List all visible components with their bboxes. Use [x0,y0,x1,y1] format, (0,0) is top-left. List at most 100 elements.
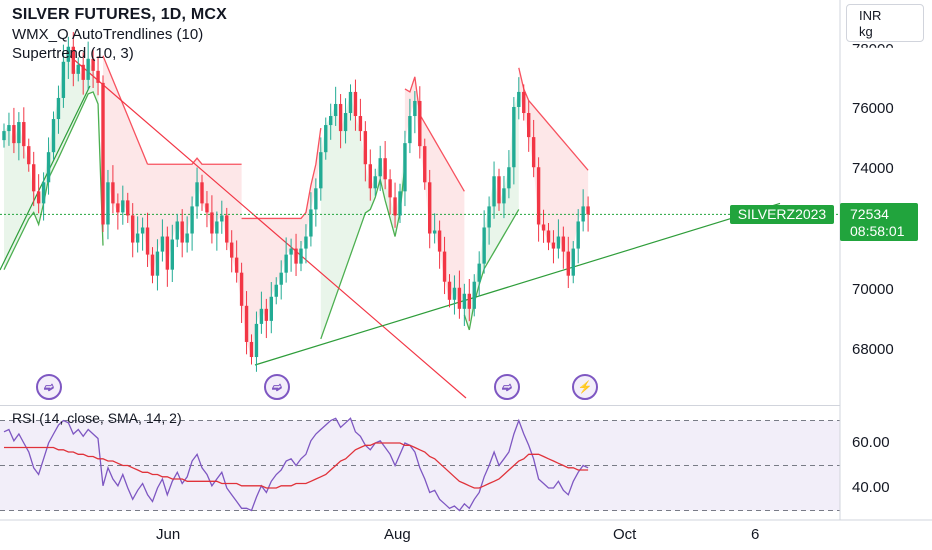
candle-up [314,188,318,210]
x-tick: Oct [613,526,637,543]
candle-up [333,103,338,117]
candle-down [393,197,397,216]
candle-down [447,281,452,300]
candle-up [319,152,323,189]
x-tick: Jun [156,526,181,543]
candle-down [437,230,442,252]
candle-up [46,152,51,183]
candle-up [284,254,288,273]
candle-up [76,64,80,74]
candle-layer [2,31,590,372]
candle-up [309,209,313,237]
candle-down [522,91,526,114]
candle-down [527,113,531,138]
pane-divider [0,405,840,406]
candle-down [96,70,100,83]
candle-up [452,287,457,300]
candle-down [225,215,229,243]
supertrend-up-line [320,164,406,340]
candle-up [56,97,61,120]
rsi-ma-line [4,442,589,489]
candle-down [230,242,234,258]
candle-down [239,272,244,306]
candle-down [383,158,387,180]
support-trendline [254,202,781,366]
rsi-indicator-label[interactable]: RSI (14, close, SMA, 14, 2) [12,410,182,426]
candle-down [531,137,536,168]
dividend-arrow-icon[interactable]: ➫ [264,374,290,400]
dividend-arrow-icon[interactable]: ➫ [36,374,62,400]
supertrend-fill [58,46,103,246]
supertrend-down-line [518,67,589,171]
candle-up [86,58,90,80]
price-tick: 74000 [852,160,894,177]
candle-up [581,206,585,222]
candle-down [497,176,501,204]
indicator-autotrendlines-label[interactable]: WMX_Q AutoTrendlines (10) [12,26,204,43]
candle-down [32,164,36,192]
price-tick-partial: 78000 [852,41,894,58]
supertrend-fill [518,67,589,276]
candle-up [259,308,264,324]
candle-down [418,100,422,147]
trendline-layer [0,52,840,399]
candle-down [234,257,239,273]
candle-down [536,167,541,225]
candle-up [2,131,6,141]
candle-down [457,287,462,309]
candle-up [289,248,293,255]
candle-up [66,46,71,62]
candle-up [517,91,521,107]
last-price-symbol-label: SILVERZ2023 [730,205,834,224]
candle-down [551,242,556,249]
candle-down [205,203,209,213]
currency-unit-button[interactable]: INR kg [846,4,924,42]
candle-down [442,251,447,282]
candle-down [12,125,16,144]
candle-up [61,61,66,98]
price-tick: 76000 [852,100,894,117]
last-price-value: 72534 [850,206,889,222]
candle-up [507,167,511,189]
candle-down [71,46,75,74]
candle-down [264,308,269,321]
candle-up [556,236,561,249]
candle-up [304,236,308,249]
candle-up [462,293,467,309]
candle-down [586,206,590,215]
unit-label: kg [859,24,873,39]
candle-down [338,103,343,132]
candle-up [254,323,259,358]
grid-layer [0,420,840,511]
candle-up [329,116,333,126]
candle-up [482,227,486,264]
supertrend-down-line [404,76,465,192]
last-price-label: 72534 08:58:01 [840,203,918,241]
indicator-supertrend-label[interactable]: Supertrend (10, 3) [12,45,134,62]
rsi-line [3,417,589,512]
candle-down [546,230,551,243]
bar-countdown: 08:58:01 [850,223,905,239]
x-tick: Aug [384,526,411,543]
supertrend-up-line [57,91,104,246]
candle-up [7,125,11,132]
candle-down [249,341,254,358]
candle-down [541,224,546,231]
earnings-bolt-icon[interactable]: ⚡ [572,374,598,400]
candle-down [180,221,184,243]
chart-title: SILVER FUTURES, 1D, MCX [12,6,227,23]
candle-up [571,248,575,276]
candle-down [101,82,105,225]
candle-down [244,305,249,342]
candle-up [170,239,174,270]
candle-up [472,281,476,309]
candle-down [428,182,432,234]
candle-down [388,179,392,198]
dividend-arrow-icon[interactable]: ➫ [494,374,520,400]
supertrend-fill [241,128,321,357]
rsi-tick: 40.00 [852,479,890,496]
candle-up [373,176,377,189]
supertrend-fill [320,91,405,339]
supertrend-fill [147,158,242,306]
